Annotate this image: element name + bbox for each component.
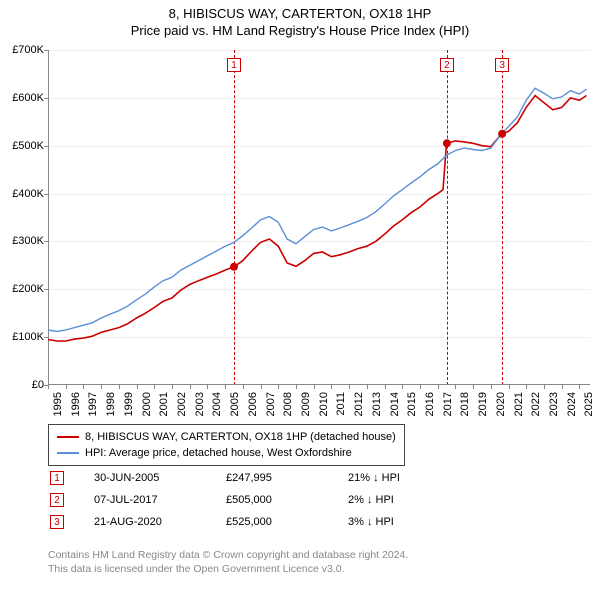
legend-item: HPI: Average price, detached house, West… [57, 445, 396, 461]
x-axis-label: 1999 [123, 392, 135, 416]
x-axis-label: 2023 [548, 392, 560, 416]
event-date: 21-AUG-2020 [94, 512, 224, 532]
event-row: 3 21-AUG-2020£525,0003% ↓ HPI [50, 512, 400, 532]
event-delta: 3% ↓ HPI [348, 512, 400, 532]
y-axis-label: £200K [4, 283, 44, 295]
legend-swatch [57, 436, 79, 438]
legend: 8, HIBISCUS WAY, CARTERTON, OX18 1HP (de… [48, 424, 405, 466]
series-hpi [48, 88, 587, 331]
x-axis-label: 2020 [495, 392, 507, 416]
sale-point [498, 130, 506, 138]
event-badge: 3 [50, 515, 64, 529]
event-delta: 2% ↓ HPI [348, 490, 400, 510]
x-axis-label: 2010 [318, 392, 330, 416]
x-axis-label: 1997 [87, 392, 99, 416]
x-axis-label: 2003 [194, 392, 206, 416]
event-price: £525,000 [226, 512, 346, 532]
sale-point [230, 263, 238, 271]
footer-line1: Contains HM Land Registry data © Crown c… [48, 548, 408, 562]
x-axis-label: 2008 [282, 392, 294, 416]
x-axis-label: 1995 [52, 392, 64, 416]
x-axis-label: 2004 [211, 392, 223, 416]
chart-title-subtitle: Price paid vs. HM Land Registry's House … [0, 21, 600, 38]
x-axis-label: 2005 [229, 392, 241, 416]
x-axis-label: 1996 [70, 392, 82, 416]
x-axis-label: 2007 [265, 392, 277, 416]
legend-swatch [57, 452, 79, 454]
chart-container: { "title": { "line1": "8, HIBISCUS WAY, … [0, 0, 600, 590]
x-axis-label: 2001 [158, 392, 170, 416]
x-axis-label: 1998 [105, 392, 117, 416]
y-axis-label: £300K [4, 235, 44, 247]
legend-label: HPI: Average price, detached house, West… [85, 445, 352, 461]
x-axis-label: 2013 [371, 392, 383, 416]
event-price: £505,000 [226, 490, 346, 510]
y-axis-label: £700K [4, 44, 44, 56]
legend-label: 8, HIBISCUS WAY, CARTERTON, OX18 1HP (de… [85, 429, 396, 445]
x-axis-label: 2015 [406, 392, 418, 416]
x-axis-label: 2025 [583, 392, 595, 416]
plot-svg [48, 50, 590, 385]
y-axis-label: £500K [4, 140, 44, 152]
event-badge: 1 [50, 471, 64, 485]
y-axis-label: £0 [4, 379, 44, 391]
y-axis-label: £400K [4, 188, 44, 200]
x-axis-label: 2014 [389, 392, 401, 416]
chart-plot-area [48, 50, 590, 385]
x-axis-label: 2022 [530, 392, 542, 416]
x-axis-label: 2021 [513, 392, 525, 416]
x-axis-label: 2002 [176, 392, 188, 416]
y-axis-label: £600K [4, 92, 44, 104]
footer-line2: This data is licensed under the Open Gov… [48, 562, 408, 576]
x-axis-label: 2006 [247, 392, 259, 416]
event-price: £247,995 [226, 468, 346, 488]
x-axis-label: 2024 [566, 392, 578, 416]
footer-attribution: Contains HM Land Registry data © Crown c… [48, 548, 408, 576]
y-axis-label: £100K [4, 331, 44, 343]
event-date: 30-JUN-2005 [94, 468, 224, 488]
x-axis-label: 2011 [335, 392, 347, 416]
sale-point [443, 139, 451, 147]
x-axis-label: 2009 [300, 392, 312, 416]
legend-item: 8, HIBISCUS WAY, CARTERTON, OX18 1HP (de… [57, 429, 396, 445]
chart-title-address: 8, HIBISCUS WAY, CARTERTON, OX18 1HP [0, 0, 600, 21]
event-badge: 2 [50, 493, 64, 507]
x-axis-label: 2000 [141, 392, 153, 416]
x-axis-label: 2017 [442, 392, 454, 416]
x-axis-label: 2012 [353, 392, 365, 416]
event-date: 07-JUL-2017 [94, 490, 224, 510]
event-row: 1 30-JUN-2005£247,99521% ↓ HPI [50, 468, 400, 488]
x-axis-label: 2019 [477, 392, 489, 416]
x-axis-label: 2016 [424, 392, 436, 416]
x-axis-label: 2018 [459, 392, 471, 416]
event-row: 2 07-JUL-2017£505,0002% ↓ HPI [50, 490, 400, 510]
event-delta: 21% ↓ HPI [348, 468, 400, 488]
sale-events-table: 1 30-JUN-2005£247,99521% ↓ HPI 2 07-JUL-201… [48, 466, 402, 534]
